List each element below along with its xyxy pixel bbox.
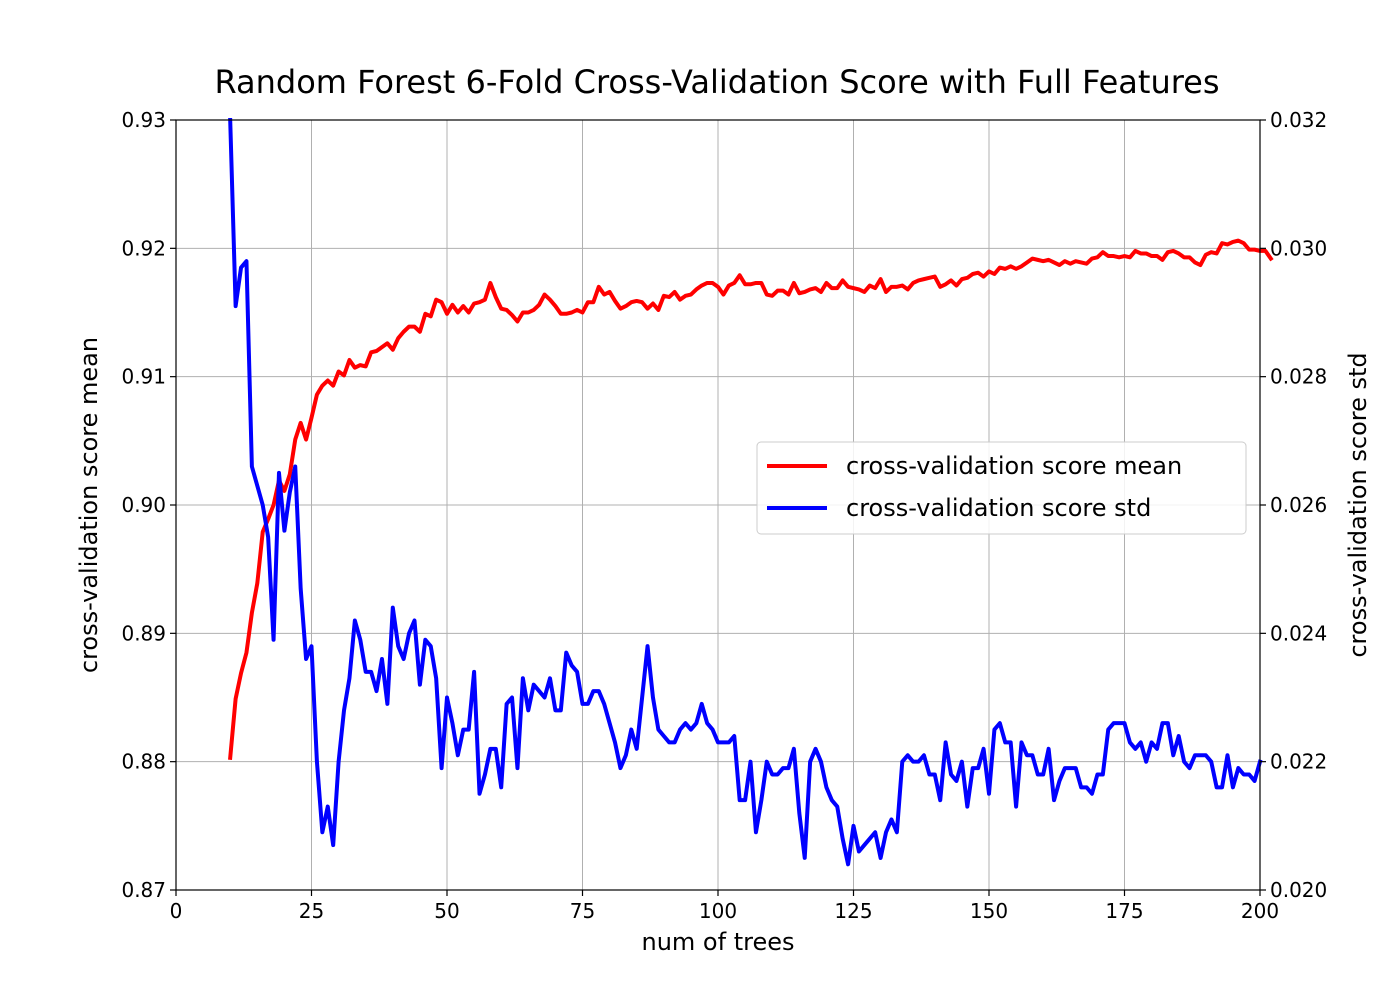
y-right-tick-label: 0.024 [1270,621,1327,645]
legend-box [756,441,1247,535]
x-tick-label: 100 [699,899,737,923]
y-axis-right: 0.020 0.022 0.024 0.026 0.028 0.030 0.032 [1260,108,1327,902]
x-tick-label: 200 [1241,899,1279,923]
y-axis-left-title: cross-validation score mean [75,337,103,673]
y-left-tick-label: 0.87 [121,878,166,902]
legend-label-std: cross-validation score std [846,494,1151,522]
x-axis-title: num of trees [642,928,795,956]
x-tick-label: 125 [834,899,872,923]
y-axis-right-title: cross-validation score std [1344,352,1372,657]
y-axis-left: 0.87 0.88 0.89 0.90 0.91 0.92 0.93 [121,108,176,902]
y-left-tick-label: 0.91 [121,365,166,389]
y-left-tick-label: 0.92 [121,236,166,260]
chart-title: Random Forest 6-Fold Cross-Validation Sc… [214,63,1219,101]
y-left-tick-label: 0.89 [121,621,166,645]
y-left-tick-label: 0.90 [121,493,166,517]
y-left-tick-label: 0.88 [121,750,166,774]
x-tick-label: 75 [570,899,595,923]
series-line-std [228,117,1263,867]
y-right-tick-label: 0.026 [1270,493,1327,517]
series-layer [228,117,1274,867]
x-tick-label: 50 [434,899,459,923]
y-right-tick-label: 0.022 [1270,750,1327,774]
legend-label-mean: cross-validation score mean [846,452,1182,480]
y-right-tick-label: 0.030 [1270,236,1327,260]
legend: cross-validation score mean cross-valida… [756,441,1247,535]
x-axis: 0 25 50 75 100 125 150 175 200 [170,890,1279,923]
x-tick-label: 150 [970,899,1008,923]
y-left-tick-label: 0.93 [121,108,166,132]
x-tick-label: 25 [299,899,324,923]
series-line-mean [228,238,1274,760]
y-right-tick-label: 0.020 [1270,878,1327,902]
x-tick-label: 0 [170,899,183,923]
y-right-tick-label: 0.028 [1270,365,1327,389]
y-right-tick-label: 0.032 [1270,108,1327,132]
x-tick-label: 175 [1105,899,1143,923]
